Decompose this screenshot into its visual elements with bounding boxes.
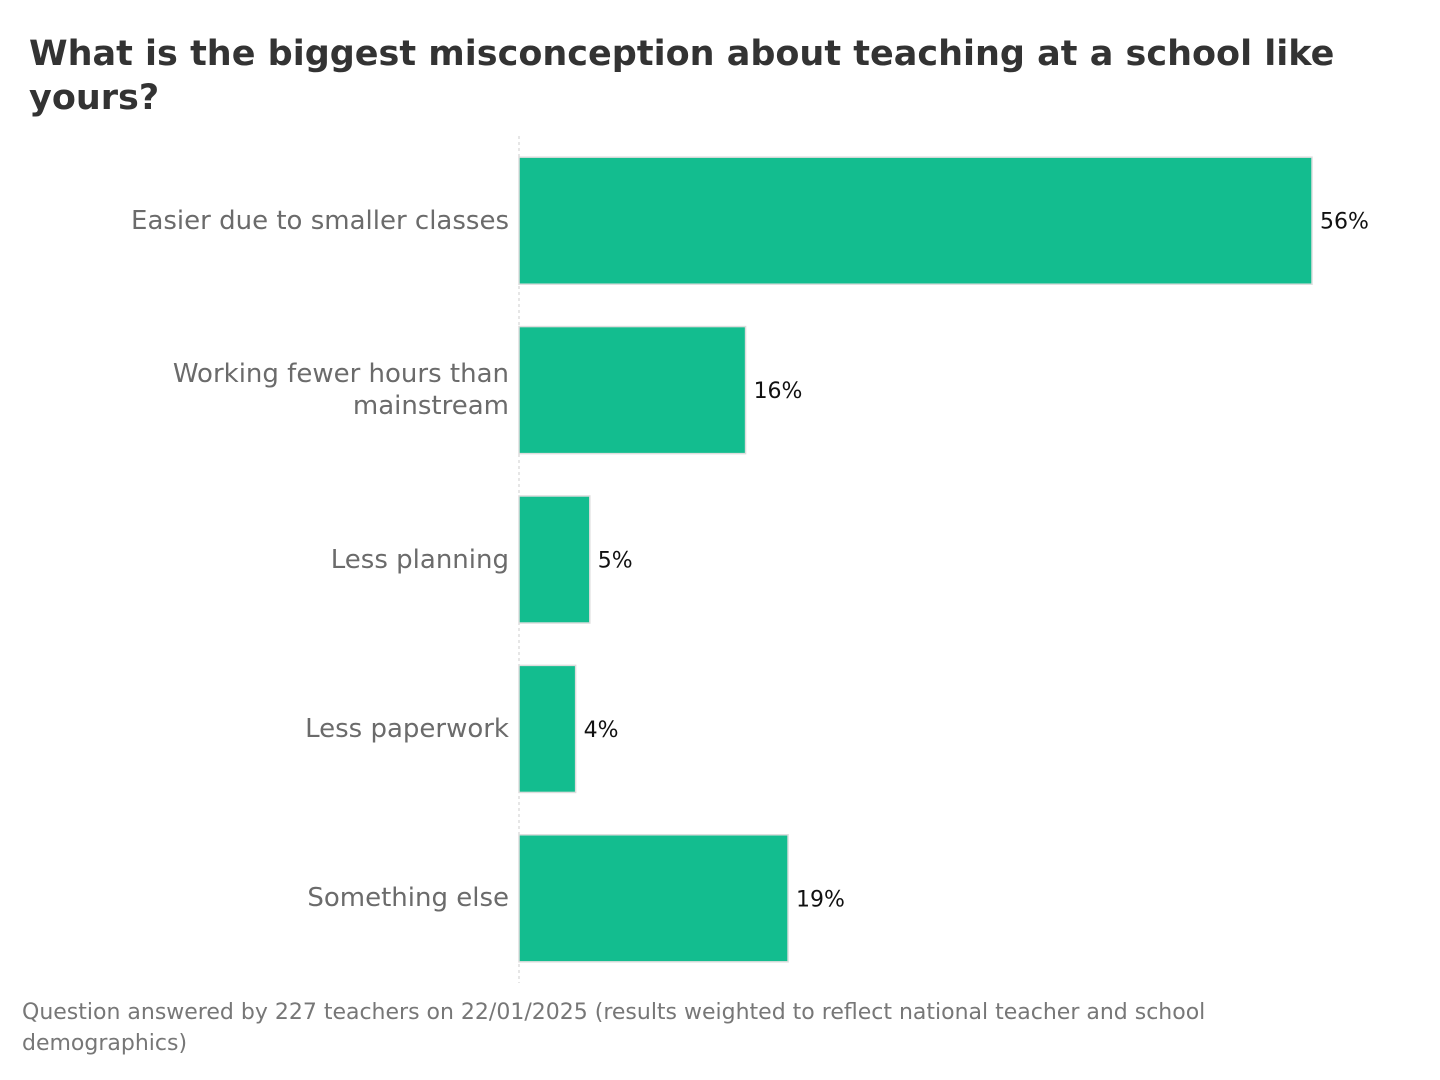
footnote: Question answered by 227 teachers on 22/… (22, 1000, 1206, 1056)
chart-title: What is the biggest misconception about … (29, 34, 1335, 118)
category-text: Less planning (330, 544, 509, 575)
value-label: 5% (598, 549, 633, 574)
bar (518, 495, 591, 624)
bar (518, 325, 747, 455)
category-text: Less paperwork (305, 713, 509, 744)
value-label: 19% (796, 887, 845, 912)
value-label: 56% (1320, 210, 1369, 235)
value-label: 4% (584, 718, 619, 743)
category-text: Something else (307, 883, 509, 914)
category-label: Something else (99, 838, 509, 958)
category-label: Less planning (99, 500, 509, 620)
category-label: Easier due to smaller classes (99, 161, 509, 281)
category-text: Working fewer hours than mainstream (172, 359, 509, 422)
bar (518, 156, 1313, 285)
category-text: Easier due to smaller classes (131, 205, 509, 236)
bar (518, 834, 789, 963)
category-label: Less paperwork (99, 669, 509, 789)
bar (518, 664, 577, 794)
value-label: 16% (754, 379, 803, 404)
category-label: Working fewer hours than mainstream (99, 330, 509, 450)
